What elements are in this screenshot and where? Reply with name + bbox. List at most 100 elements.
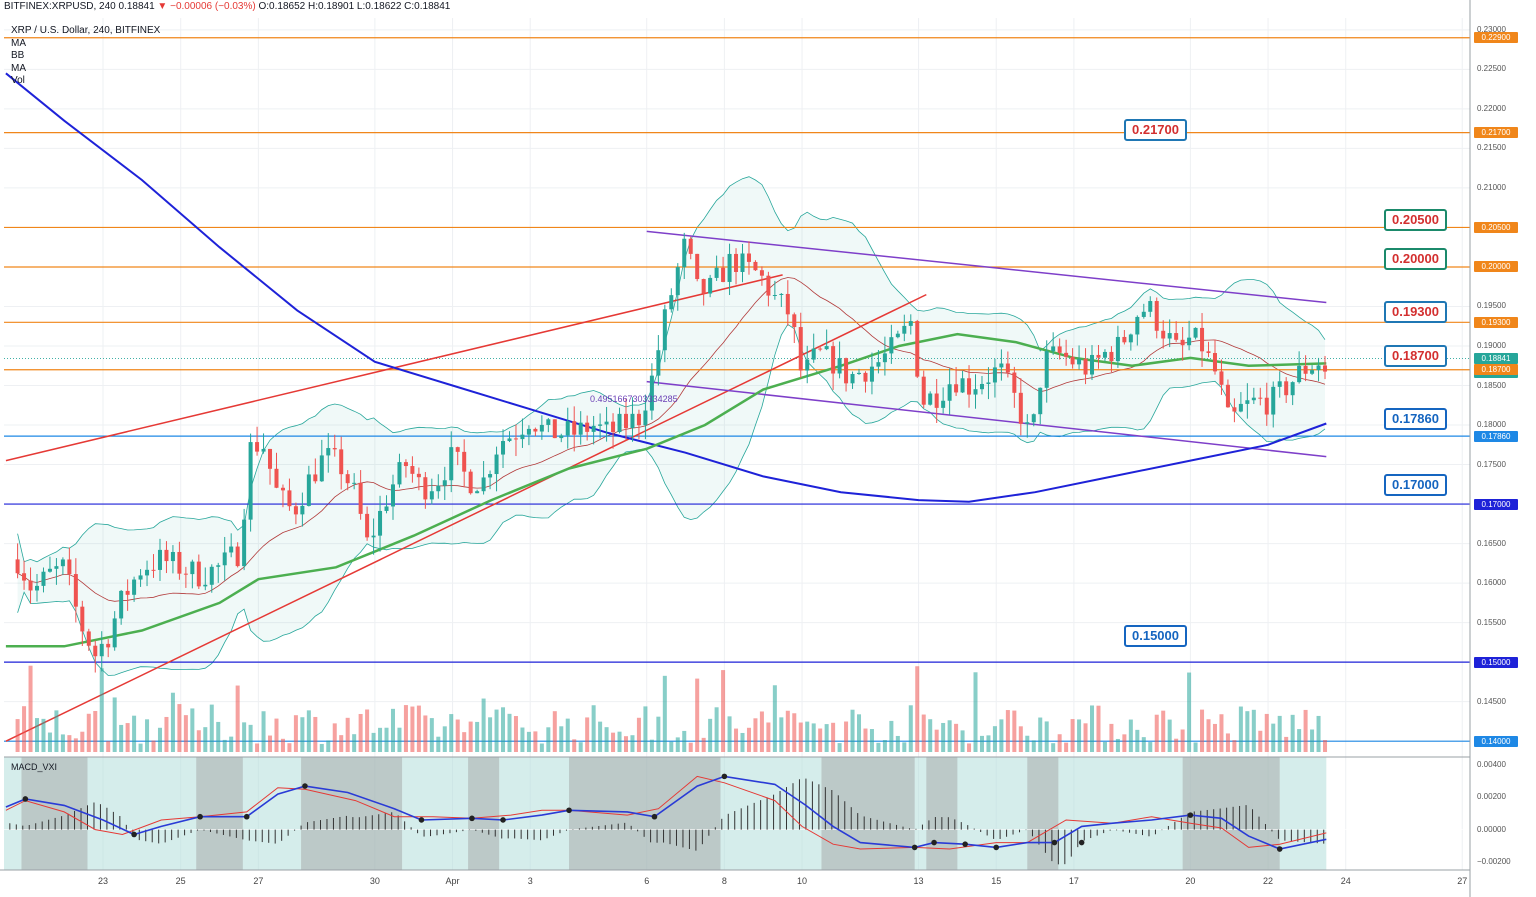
candle-body — [1219, 371, 1224, 385]
volume-bar — [759, 711, 764, 752]
volume-bar — [1200, 709, 1205, 752]
x-tick-label: 3 — [527, 876, 533, 886]
candle-body — [818, 348, 823, 350]
candle-body — [882, 353, 887, 363]
candle-body — [151, 569, 156, 571]
volume-bar — [643, 706, 648, 752]
volume-bar — [915, 666, 920, 752]
volume-bar — [824, 724, 829, 752]
candle-body — [436, 485, 441, 492]
volume-bar — [1148, 742, 1153, 752]
macd-cross-dot — [500, 817, 506, 823]
candle-body — [235, 546, 240, 567]
volume-bar — [772, 685, 777, 752]
y-tick-label: 0.21500 — [1477, 143, 1506, 153]
candle-body — [423, 477, 428, 500]
trendline — [5, 293, 927, 742]
candle-body — [876, 362, 881, 367]
candle-body — [798, 327, 803, 371]
candle-body — [669, 295, 674, 310]
candle-body — [248, 442, 253, 520]
candle-body — [352, 482, 357, 484]
callout-0-205[interactable]: 0.20500 — [1384, 209, 1447, 231]
candle-body — [1154, 301, 1159, 331]
volume-bar — [1187, 672, 1192, 752]
candle-body — [358, 482, 363, 514]
price-axis-label: 0.18841 — [1474, 353, 1518, 365]
macd-cross-dot — [1276, 846, 1283, 852]
candle-body — [617, 413, 622, 433]
y-tick-label: 0.23000 — [1477, 24, 1506, 34]
volume-bar — [941, 722, 946, 752]
volume-bar — [740, 732, 745, 752]
candle-body — [979, 383, 984, 390]
macd-cross-dot — [721, 773, 728, 780]
volume-bar — [895, 735, 900, 752]
candle-body — [1102, 351, 1107, 358]
callout-0-187[interactable]: 0.18700 — [1384, 345, 1447, 367]
volume-bar — [954, 723, 959, 752]
candle-body — [623, 413, 629, 429]
volume-bar — [481, 698, 486, 752]
legend-ma-2[interactable]: MA — [11, 62, 26, 74]
legend-vol[interactable]: Vol — [11, 75, 25, 86]
candle-body — [99, 643, 104, 657]
callout-0-150[interactable]: 0.15000 — [1124, 625, 1187, 647]
price-axis-label: 0.21700 — [1474, 127, 1518, 139]
candle-body — [332, 448, 337, 450]
volume-bar — [119, 724, 124, 752]
candle-body — [416, 473, 421, 478]
volume-bar — [882, 740, 887, 752]
volume-bar — [390, 708, 395, 752]
x-tick-label: 27 — [1457, 876, 1468, 886]
volume-bar — [928, 719, 933, 752]
callout-0-1786[interactable]: 0.17860 — [1384, 408, 1447, 430]
candle-body — [1187, 337, 1192, 346]
legend-ma[interactable]: MA — [11, 37, 26, 49]
candle-body — [682, 238, 687, 268]
candle-body — [1264, 397, 1269, 415]
x-tick-label: 13 — [913, 876, 924, 886]
volume-bar — [798, 722, 803, 752]
volume-bar — [1102, 741, 1107, 752]
candle-body — [468, 471, 473, 494]
macd-cross-dot — [243, 813, 250, 820]
volume-bar — [1018, 726, 1023, 752]
price-axis-label: 0.14000 — [1474, 735, 1518, 747]
candle-body — [734, 253, 739, 272]
volume-bar — [1090, 705, 1095, 752]
callout-0-200[interactable]: 0.20000 — [1384, 248, 1447, 270]
volume-bar — [986, 735, 991, 752]
macd-legend[interactable]: MACD_VXI — [11, 762, 58, 772]
callout-0-193[interactable]: 0.19300 — [1384, 301, 1447, 323]
volume-bar — [1290, 714, 1295, 752]
candle-body — [1323, 365, 1328, 372]
x-tick-label: Apr — [445, 876, 460, 886]
volume-bar — [177, 704, 182, 752]
callout-0-170[interactable]: 0.17000 — [1384, 474, 1447, 496]
volume-bar — [559, 726, 564, 752]
legend-bb[interactable]: BB — [11, 50, 25, 61]
volume-bar — [190, 708, 195, 752]
candle-body — [578, 422, 583, 435]
candle-body — [915, 321, 920, 377]
candle-body — [766, 275, 771, 296]
candle-body — [746, 253, 751, 262]
volume-bar — [714, 707, 719, 752]
volume-bar — [1310, 729, 1315, 752]
volume-bar — [967, 743, 972, 752]
price-change: ▼ −0.00006 (−0.03%) — [157, 1, 256, 12]
candle-body — [229, 546, 234, 553]
moving-averages — [5, 72, 1327, 648]
candle-body — [481, 477, 486, 492]
volume-bar — [1225, 733, 1230, 752]
volume-bar — [41, 718, 46, 752]
volume-bar — [35, 718, 40, 752]
candle-body — [1238, 403, 1243, 412]
candle-body — [60, 559, 65, 567]
callout-0-217[interactable]: 0.21700 — [1124, 119, 1187, 141]
volume-bar — [863, 728, 868, 752]
legend-symbol[interactable]: XRP / U.S. Dollar, 240, BITFINEX — [11, 25, 161, 36]
macd-cross-dot — [1078, 839, 1085, 846]
